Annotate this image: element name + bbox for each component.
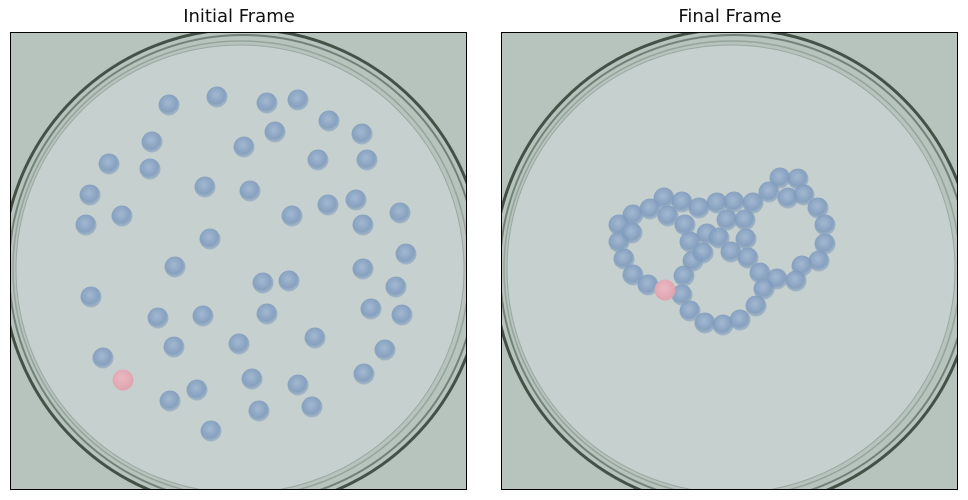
- bead: [706, 192, 728, 214]
- bead: [301, 396, 323, 418]
- bead: [163, 336, 185, 358]
- bead: [716, 209, 738, 231]
- bead: [287, 89, 309, 111]
- bead: [281, 205, 303, 227]
- bead: [613, 248, 635, 270]
- bead: [729, 309, 751, 331]
- bead: [199, 228, 221, 250]
- bead: [80, 286, 102, 308]
- bead: [793, 184, 815, 206]
- dish-rim-inner: [503, 40, 957, 489]
- bead: [737, 247, 759, 269]
- bead: [159, 390, 181, 412]
- dish-rim-inner: [12, 40, 466, 489]
- initial-frame-image: [10, 32, 467, 490]
- bead: [712, 314, 734, 336]
- dish-surface: [15, 44, 465, 489]
- bead: [79, 184, 101, 206]
- bead: [692, 242, 714, 264]
- bead: [389, 202, 411, 224]
- bead: [192, 305, 214, 327]
- bead: [742, 192, 764, 214]
- bead: [248, 400, 270, 422]
- bead: [735, 228, 757, 250]
- bead: [200, 420, 222, 442]
- bead: [256, 92, 278, 114]
- bead: [353, 363, 375, 385]
- marked-bead: [654, 279, 676, 301]
- bead: [352, 258, 374, 280]
- bead: [777, 187, 799, 209]
- bead: [639, 198, 661, 220]
- bead: [694, 312, 716, 334]
- bead: [278, 270, 300, 292]
- bead: [749, 262, 771, 284]
- bead: [158, 94, 180, 116]
- bead: [264, 121, 286, 143]
- bead: [385, 276, 407, 298]
- bead: [233, 136, 255, 158]
- bead: [239, 180, 261, 202]
- bead: [674, 214, 696, 236]
- initial-frame-title: Initial Frame: [183, 6, 295, 27]
- bead: [141, 131, 163, 153]
- bead: [679, 300, 701, 322]
- final-frame-image: [501, 32, 958, 490]
- dish-rim-mid: [11, 34, 466, 489]
- bead: [808, 250, 830, 272]
- bead: [708, 227, 730, 249]
- bead: [395, 243, 417, 265]
- bead: [360, 298, 382, 320]
- bead: [720, 241, 742, 263]
- bead: [98, 153, 120, 175]
- marked-bead: [112, 369, 134, 391]
- bead: [621, 222, 643, 244]
- bead: [318, 110, 340, 132]
- bead: [734, 209, 756, 231]
- bead: [352, 214, 374, 236]
- final-frame-title: Final Frame: [678, 6, 782, 27]
- bead: [785, 270, 807, 292]
- bead: [391, 304, 413, 326]
- bead: [287, 374, 309, 396]
- bead: [688, 197, 710, 219]
- bead: [228, 333, 250, 355]
- bead: [753, 278, 775, 300]
- bead: [769, 167, 791, 189]
- bead: [351, 123, 373, 145]
- bead: [374, 339, 396, 361]
- bead: [745, 295, 767, 317]
- bead: [723, 191, 745, 213]
- bead: [75, 214, 97, 236]
- bead: [256, 303, 278, 325]
- bead: [241, 368, 263, 390]
- bead: [164, 256, 186, 278]
- bead: [637, 274, 659, 296]
- bead: [671, 191, 693, 213]
- bead: [807, 197, 829, 219]
- bead: [317, 194, 339, 216]
- bead: [139, 158, 161, 180]
- bead: [814, 233, 836, 255]
- bead: [356, 149, 378, 171]
- bead: [206, 86, 228, 108]
- bead: [304, 327, 326, 349]
- bead: [147, 307, 169, 329]
- bead: [345, 189, 367, 211]
- dish-surface: [506, 44, 956, 489]
- bead: [194, 176, 216, 198]
- bead: [787, 168, 809, 190]
- bead: [307, 149, 329, 171]
- bead: [92, 347, 114, 369]
- bead: [622, 264, 644, 286]
- bead: [111, 205, 133, 227]
- bead: [814, 214, 836, 236]
- bead: [671, 284, 693, 306]
- bead: [186, 379, 208, 401]
- dish-rim-mid: [502, 34, 957, 489]
- bead: [657, 205, 679, 227]
- petri-dish-initial: [11, 33, 466, 489]
- bead: [252, 272, 274, 294]
- petri-dish-final: [502, 33, 957, 489]
